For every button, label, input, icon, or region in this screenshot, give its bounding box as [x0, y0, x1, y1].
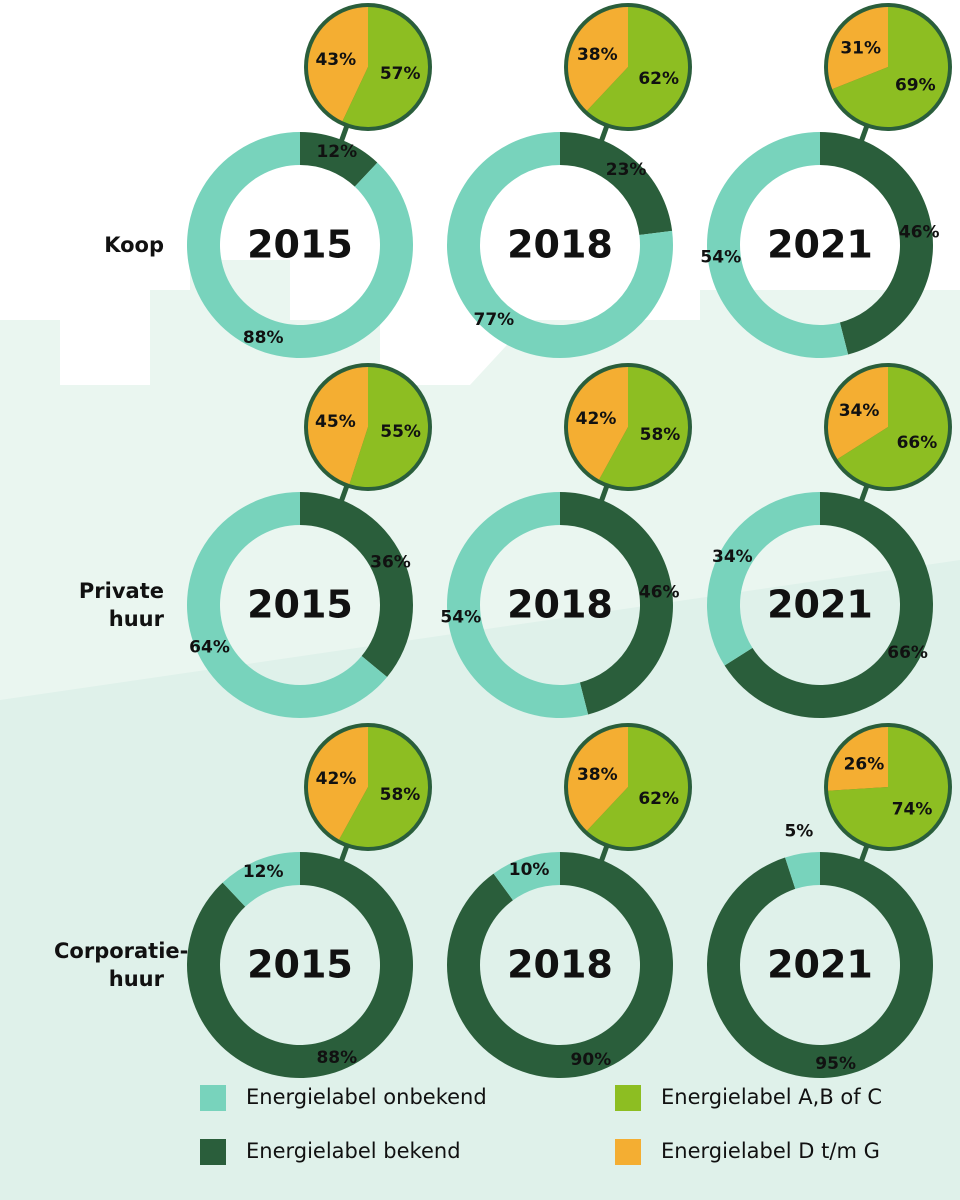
donut-segment	[222, 852, 300, 907]
legend-swatch	[615, 1139, 641, 1165]
pie-segment	[568, 7, 628, 111]
pie-segment	[837, 367, 949, 488]
pie-segment	[828, 727, 948, 848]
donut-segment	[785, 852, 820, 889]
donut-segment	[493, 852, 560, 901]
year-label: 2018	[507, 583, 613, 627]
value-label: 66%	[897, 433, 938, 453]
value-label: 74%	[892, 800, 933, 820]
row-label: Koop	[104, 233, 164, 257]
donut-segment	[560, 132, 673, 235]
year-label: 2018	[507, 223, 613, 267]
donut-segment	[706, 132, 849, 358]
value-label: 42%	[576, 409, 617, 429]
value-label: 62%	[638, 69, 679, 89]
donut-segment	[820, 132, 933, 355]
value-label: 66%	[887, 643, 928, 663]
value-label: 55%	[380, 422, 421, 442]
donut-segment	[300, 132, 378, 187]
value-label: 45%	[315, 412, 356, 432]
value-label: 58%	[380, 785, 421, 805]
legend-label: Energielabel bekend	[246, 1139, 461, 1163]
value-label: 38%	[577, 765, 618, 785]
value-label: 23%	[606, 160, 647, 180]
row-label: Private huur	[78, 579, 164, 631]
value-label: 46%	[899, 222, 940, 242]
pie-segment	[342, 7, 429, 127]
pie-segment	[832, 6, 949, 127]
value-label: 88%	[316, 1048, 357, 1068]
legend-swatch	[200, 1085, 226, 1111]
pie-segment	[828, 367, 888, 460]
value-label: 38%	[577, 45, 618, 65]
year-label: 2015	[247, 943, 353, 987]
value-label: 88%	[243, 328, 284, 348]
legend-swatch	[615, 1085, 641, 1111]
pie-segment	[586, 727, 689, 848]
pie-segment	[599, 367, 688, 488]
value-label: 12%	[316, 142, 357, 162]
donut-segment	[707, 492, 820, 666]
value-label: 12%	[243, 862, 284, 882]
value-label: 36%	[370, 552, 411, 572]
pie-segment	[308, 7, 368, 122]
value-label: 62%	[638, 789, 679, 809]
pie-segment	[568, 727, 628, 831]
year-label: 2015	[247, 223, 353, 267]
value-label: 26%	[844, 754, 885, 774]
donut-segment	[446, 492, 589, 718]
donut-segment	[300, 492, 413, 678]
value-label: 54%	[440, 608, 481, 628]
value-label: 90%	[571, 1050, 612, 1070]
pie-segment	[586, 7, 688, 127]
value-label: 34%	[839, 401, 880, 421]
value-label: 43%	[315, 50, 356, 70]
value-label: 34%	[712, 547, 753, 567]
year-label: 2021	[767, 943, 873, 987]
legend-label: Energielabel A,B of C	[661, 1085, 882, 1109]
pie-segment	[349, 367, 429, 488]
donut-segment	[724, 492, 934, 719]
donut-segment	[187, 492, 388, 719]
legend-label: Energielabel D t/m G	[661, 1139, 880, 1163]
pie-segment	[828, 727, 888, 791]
value-label: 77%	[474, 310, 515, 330]
value-label: 69%	[895, 76, 936, 96]
legend-label: Energielabel onbekend	[246, 1085, 487, 1109]
pie-segment	[828, 7, 888, 90]
row-label: Corporatie-huur	[54, 939, 189, 991]
year-label: 2018	[507, 943, 613, 987]
year-label: 2015	[247, 583, 353, 627]
year-label: 2021	[767, 223, 873, 267]
pie-segment	[568, 367, 628, 480]
pie-segment	[339, 727, 429, 848]
year-label: 2021	[767, 583, 873, 627]
value-label: 46%	[639, 582, 680, 602]
value-label: 10%	[509, 860, 550, 880]
donut-segment	[560, 492, 673, 715]
legend-swatch	[200, 1139, 226, 1165]
value-label: 57%	[380, 64, 421, 84]
value-label: 64%	[189, 638, 230, 658]
pie-segment	[308, 727, 368, 840]
value-label: 5%	[784, 822, 813, 842]
value-label: 95%	[815, 1054, 856, 1074]
pie-segment	[308, 367, 368, 485]
value-label: 42%	[316, 769, 357, 789]
value-label: 58%	[640, 425, 681, 445]
value-label: 31%	[840, 38, 881, 58]
value-label: 54%	[700, 248, 741, 268]
